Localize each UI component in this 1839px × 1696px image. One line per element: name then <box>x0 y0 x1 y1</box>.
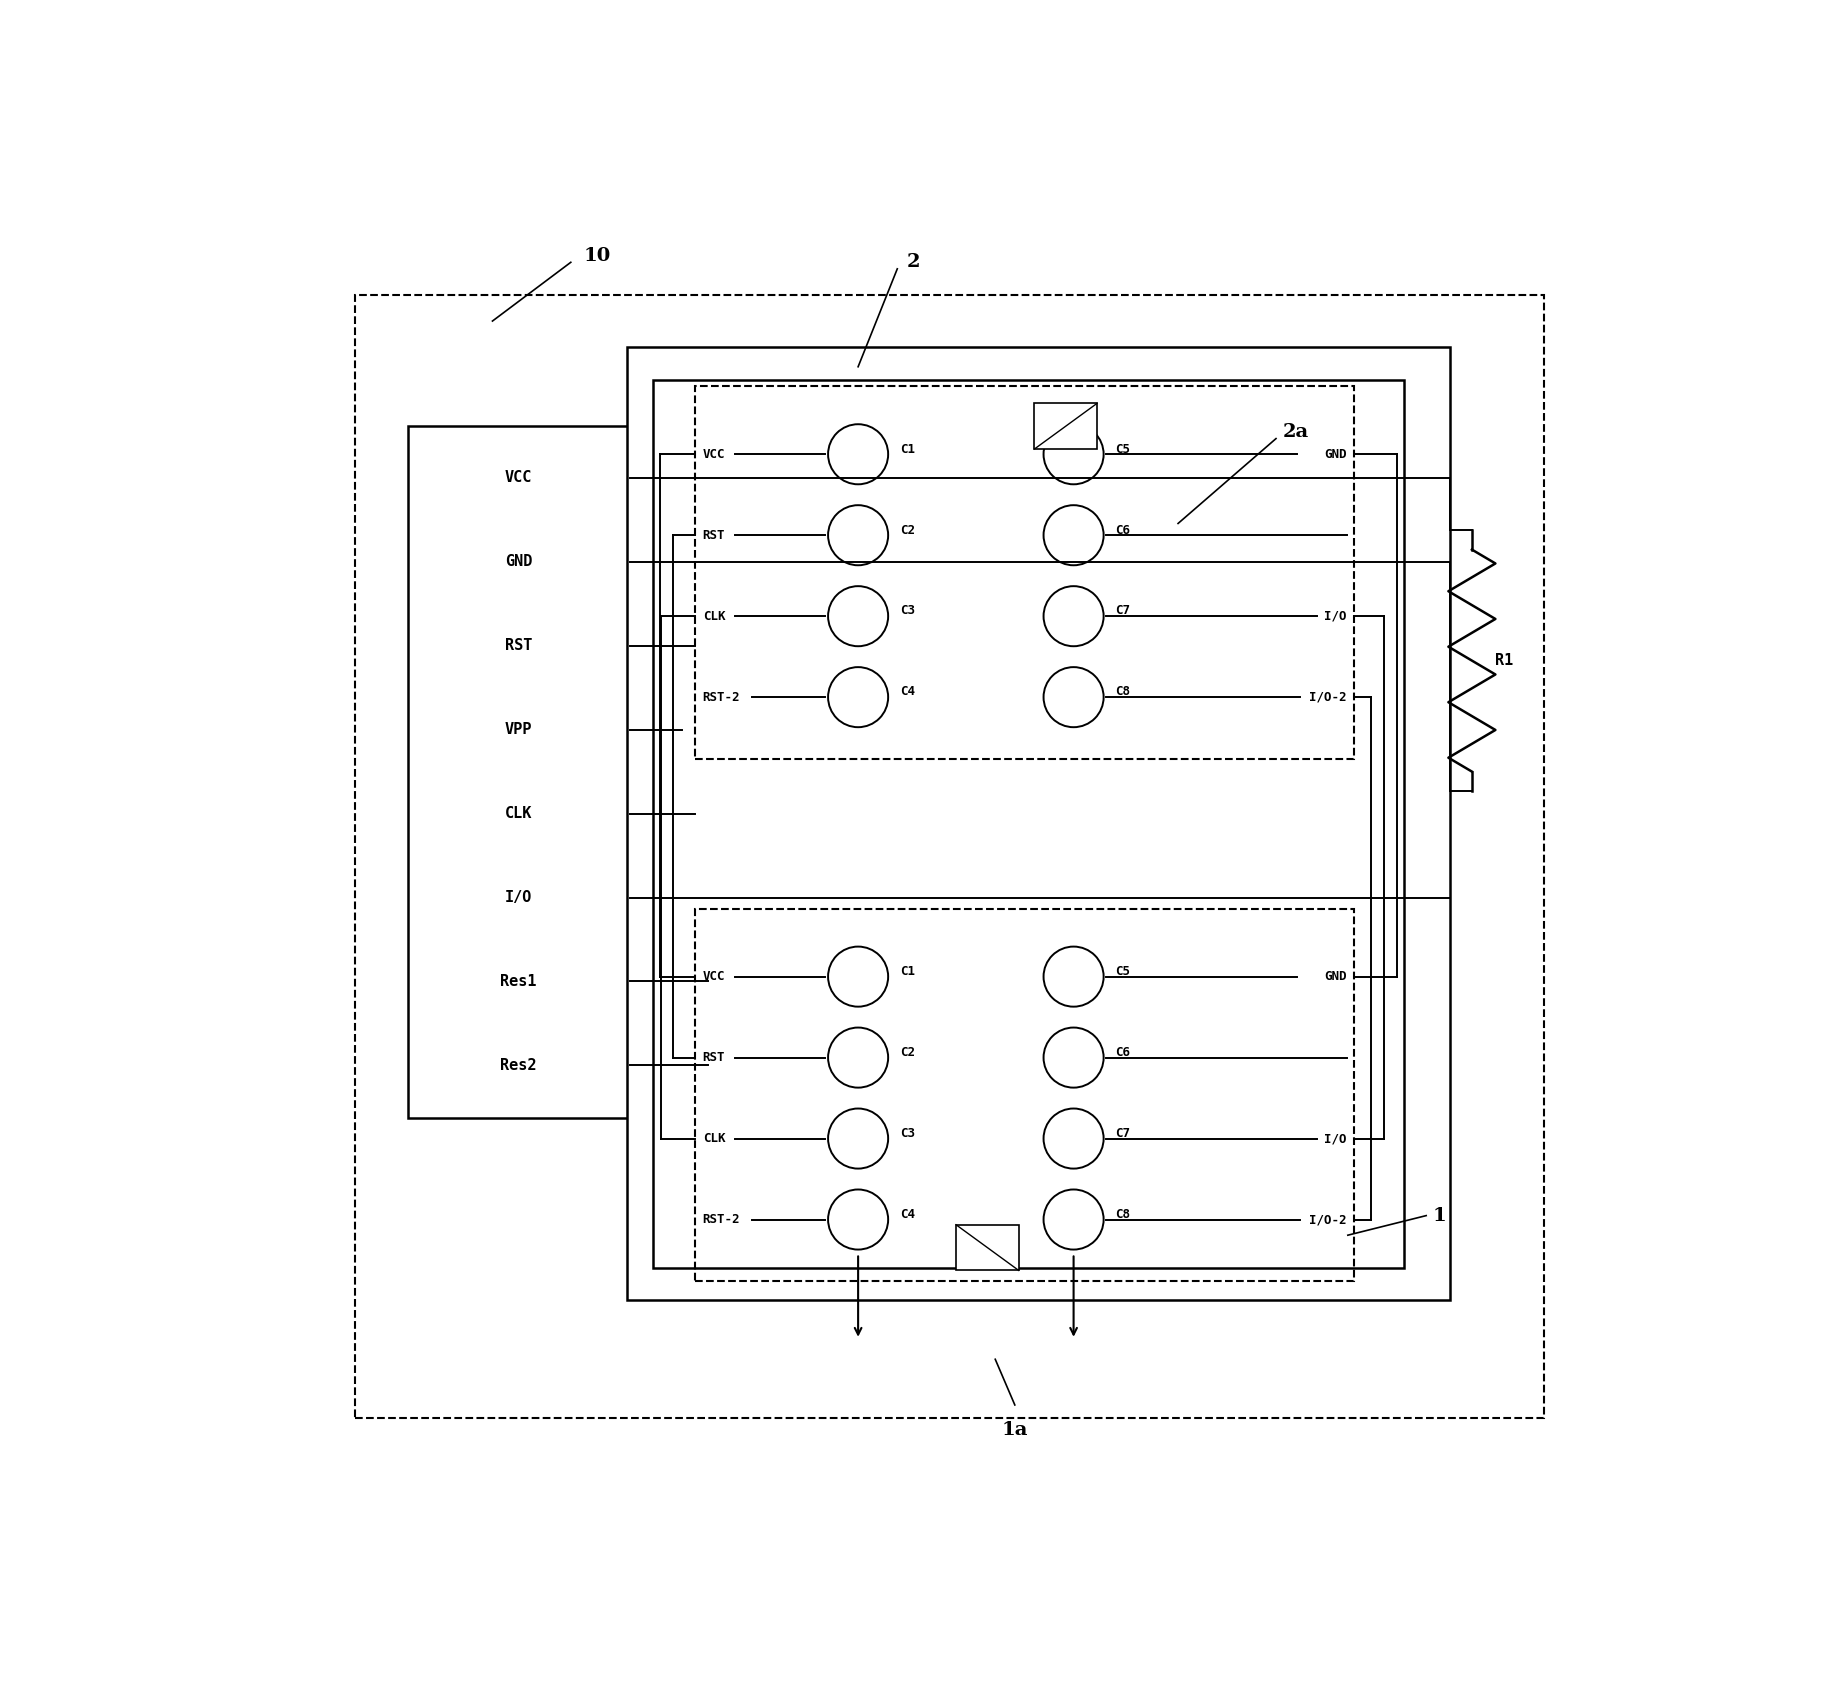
Circle shape <box>828 667 888 728</box>
Circle shape <box>828 587 888 646</box>
Circle shape <box>828 1028 888 1087</box>
Text: I/O: I/O <box>1324 1131 1346 1145</box>
Text: VPP: VPP <box>504 722 531 738</box>
Text: GND: GND <box>1324 970 1346 984</box>
Text: C3: C3 <box>899 604 914 617</box>
Text: CLK: CLK <box>702 609 725 622</box>
Text: I/O: I/O <box>1324 609 1346 622</box>
Text: VCC: VCC <box>702 448 725 461</box>
Circle shape <box>828 1109 888 1169</box>
Bar <box>695 387 1354 758</box>
Text: 10: 10 <box>583 246 611 265</box>
Circle shape <box>1043 1189 1103 1250</box>
Text: 2a: 2a <box>1282 422 1308 441</box>
Bar <box>1034 404 1096 449</box>
Circle shape <box>1043 667 1103 728</box>
Text: RST: RST <box>702 529 725 541</box>
Circle shape <box>1043 587 1103 646</box>
Text: I/O: I/O <box>504 890 531 906</box>
Bar <box>355 295 1543 1418</box>
Circle shape <box>828 946 888 1007</box>
Circle shape <box>1043 424 1103 485</box>
Text: GND: GND <box>504 555 531 570</box>
Text: RST: RST <box>504 638 531 653</box>
Bar <box>695 909 1354 1280</box>
Text: C7: C7 <box>1114 1126 1129 1140</box>
Circle shape <box>828 424 888 485</box>
Text: RST: RST <box>702 1052 725 1063</box>
Text: RST-2: RST-2 <box>702 1213 739 1226</box>
Circle shape <box>1043 1028 1103 1087</box>
Text: C2: C2 <box>899 524 914 536</box>
Text: C5: C5 <box>1114 965 1129 979</box>
Text: R1: R1 <box>1495 653 1513 668</box>
Bar <box>627 348 1449 1301</box>
Text: C6: C6 <box>1114 1046 1129 1058</box>
Text: 1a: 1a <box>1000 1421 1028 1438</box>
Text: I/O-2: I/O-2 <box>1308 1213 1346 1226</box>
Circle shape <box>1043 946 1103 1007</box>
Text: C4: C4 <box>899 685 914 699</box>
Text: Res1: Res1 <box>500 974 537 989</box>
Text: C7: C7 <box>1114 604 1129 617</box>
Circle shape <box>828 505 888 565</box>
Circle shape <box>1043 505 1103 565</box>
Text: C4: C4 <box>899 1208 914 1221</box>
Text: C6: C6 <box>1114 524 1129 536</box>
Circle shape <box>828 1189 888 1250</box>
Text: RST-2: RST-2 <box>702 690 739 704</box>
Text: C5: C5 <box>1114 443 1129 456</box>
Bar <box>956 1225 1019 1270</box>
Bar <box>408 426 629 1118</box>
Text: C1: C1 <box>899 443 914 456</box>
Text: CLK: CLK <box>504 806 531 821</box>
Text: C2: C2 <box>899 1046 914 1058</box>
Text: 2: 2 <box>907 253 920 271</box>
Text: CLK: CLK <box>702 1131 725 1145</box>
Bar <box>653 380 1403 1269</box>
Text: C3: C3 <box>899 1126 914 1140</box>
Circle shape <box>1043 1109 1103 1169</box>
Text: C8: C8 <box>1114 1208 1129 1221</box>
Text: C1: C1 <box>899 965 914 979</box>
Text: I/O-2: I/O-2 <box>1308 690 1346 704</box>
Text: GND: GND <box>1324 448 1346 461</box>
Text: 1: 1 <box>1433 1206 1445 1225</box>
Text: VCC: VCC <box>702 970 725 984</box>
Text: C8: C8 <box>1114 685 1129 699</box>
Text: Res2: Res2 <box>500 1058 537 1074</box>
Text: VCC: VCC <box>504 470 531 485</box>
